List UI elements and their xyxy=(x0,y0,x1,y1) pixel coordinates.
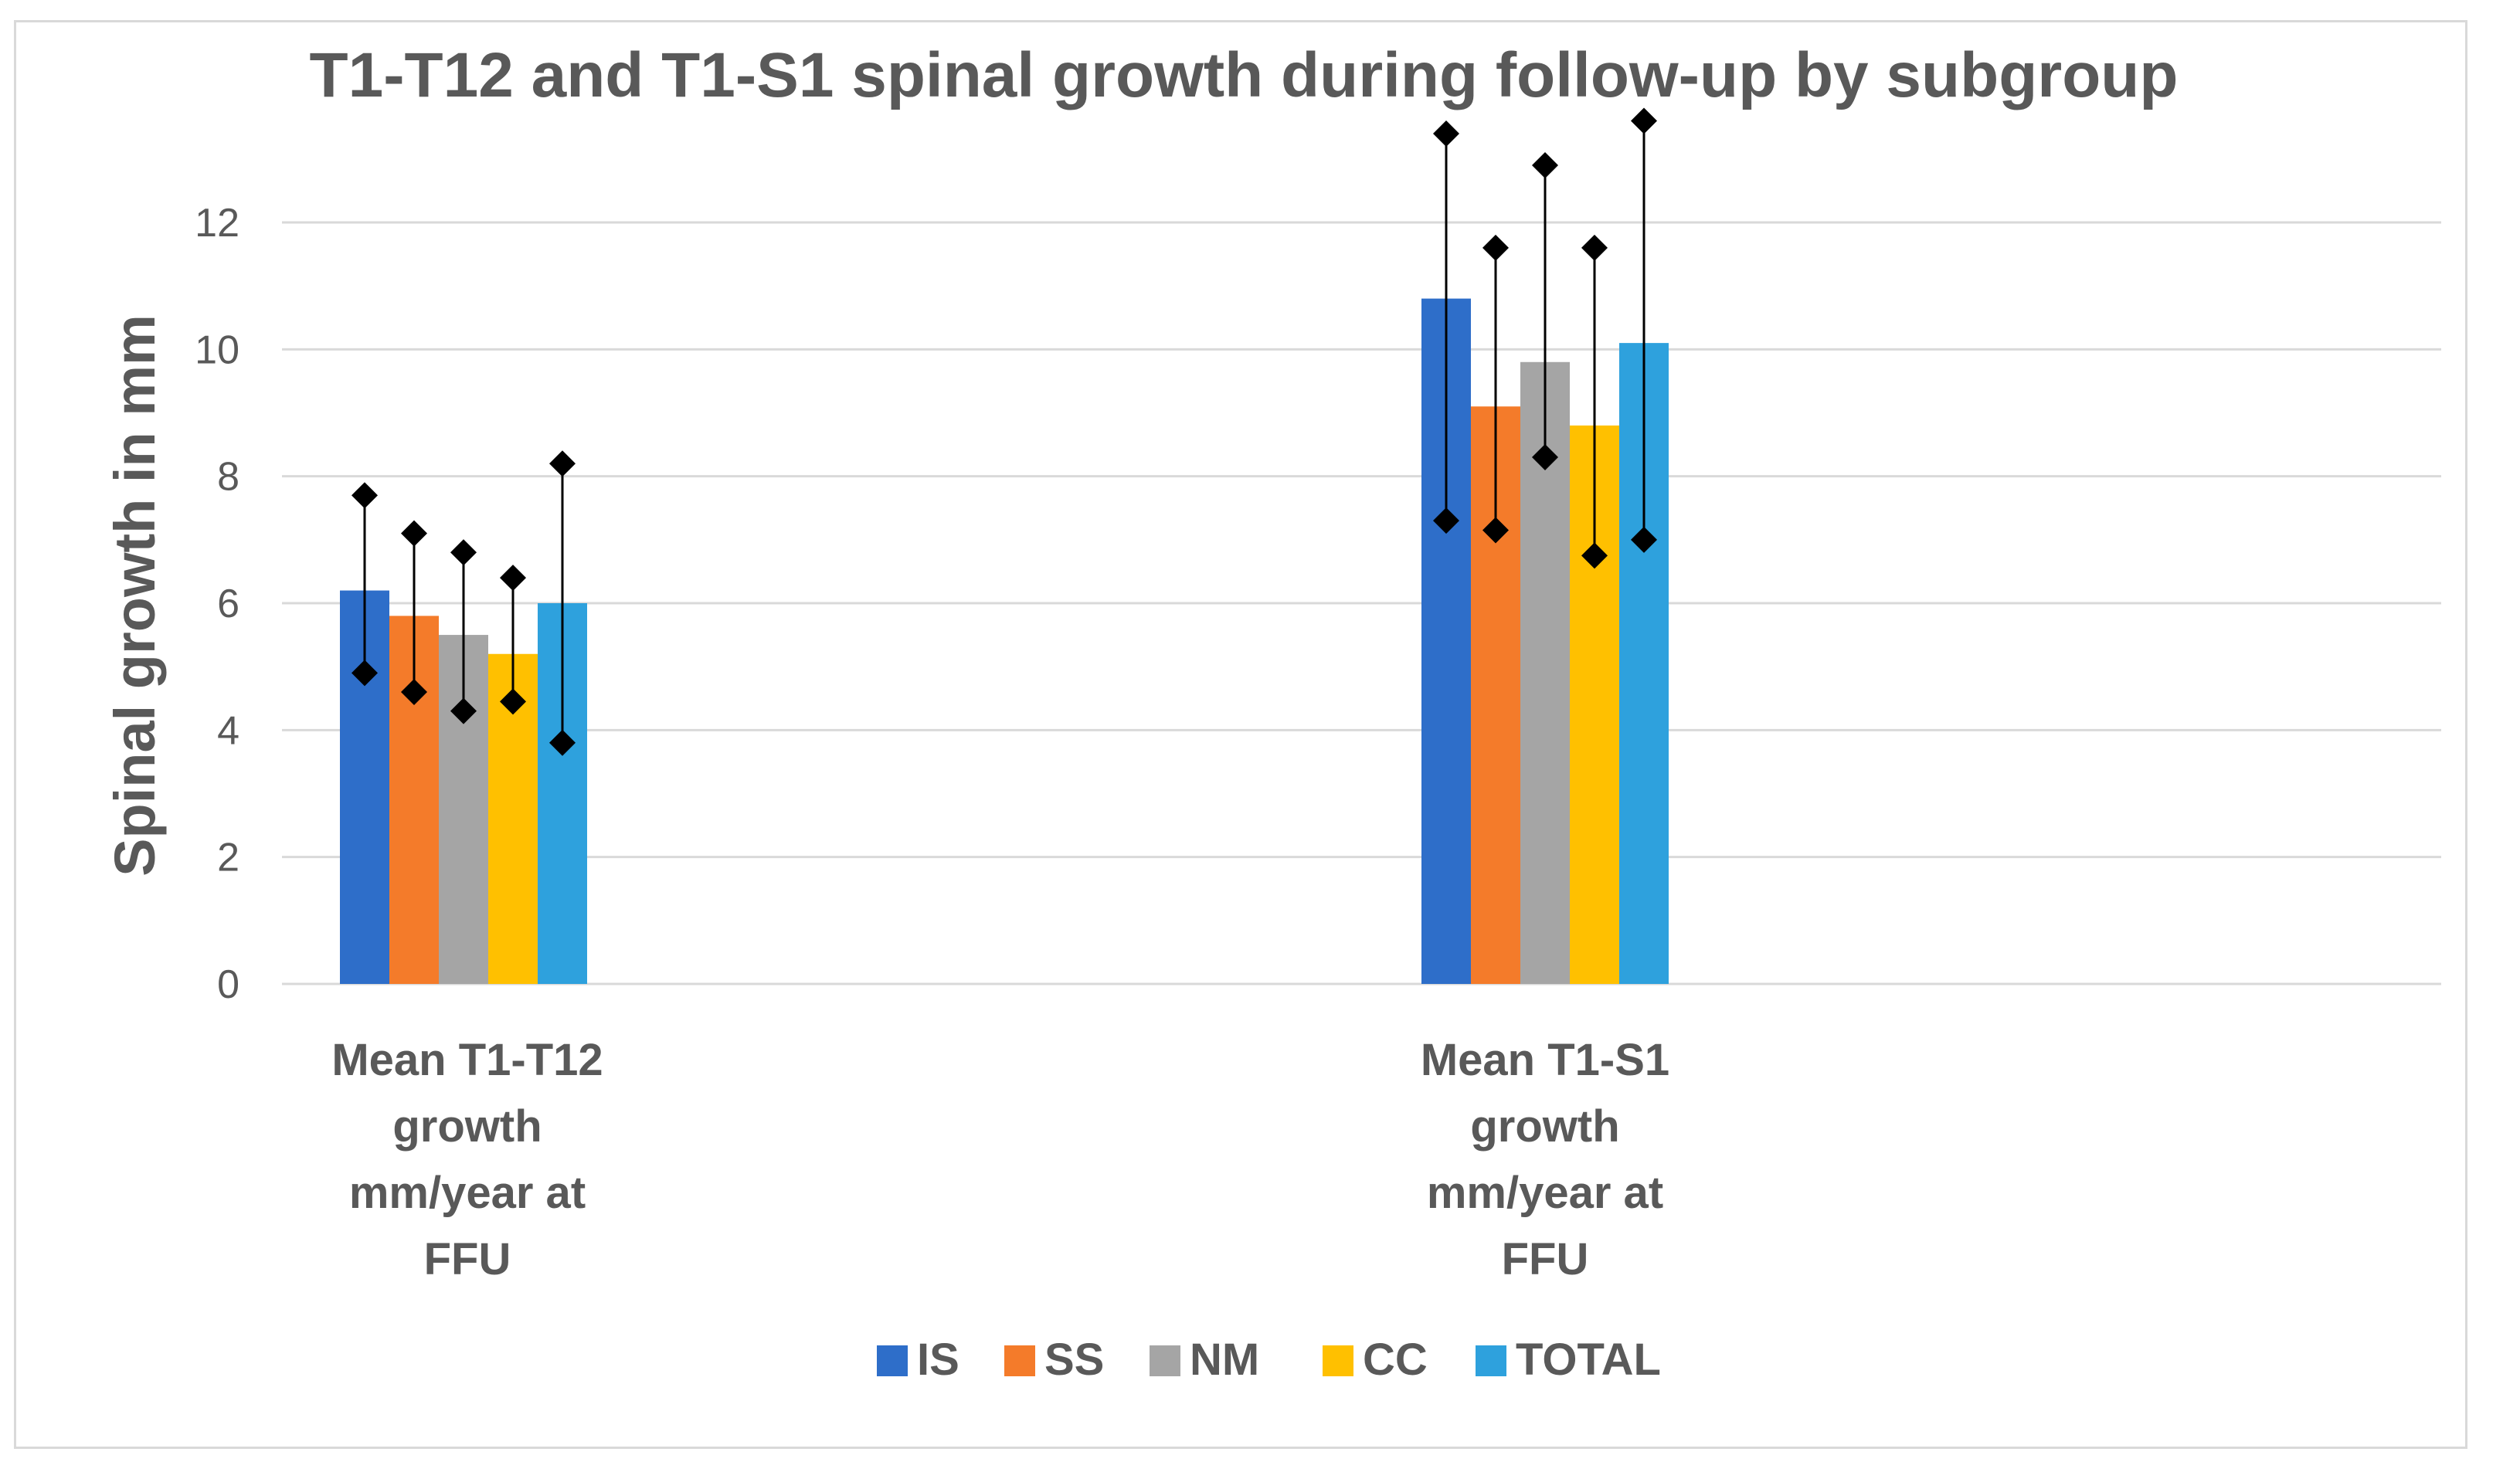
error-marker-low-nm-1 xyxy=(450,697,477,724)
error-bars xyxy=(352,107,1657,756)
legend-label-cc: CC xyxy=(1363,1335,1428,1385)
category-label-2-line-4: FFU xyxy=(1502,1234,1589,1284)
legend: IS SS NM CC TOTAL xyxy=(877,1335,1661,1385)
error-marker-high-is-1 xyxy=(352,482,378,509)
error-marker-high-total-1 xyxy=(549,450,576,477)
error-marker-high-ss-1 xyxy=(401,520,427,547)
error-marker-low-ss-2 xyxy=(1482,517,1509,544)
error-marker-low-total-1 xyxy=(549,729,576,756)
y-tick-6: 6 xyxy=(217,582,239,626)
error-marker-low-total-2 xyxy=(1631,526,1657,553)
category-label-2-line-2: growth xyxy=(1470,1101,1619,1152)
legend-label-nm: NM xyxy=(1190,1335,1259,1385)
error-marker-high-is-2 xyxy=(1433,120,1459,147)
error-marker-high-cc-1 xyxy=(500,565,526,592)
error-marker-low-is-2 xyxy=(1433,507,1459,534)
error-marker-low-ss-1 xyxy=(401,679,427,706)
error-marker-low-cc-1 xyxy=(500,688,526,715)
legend-label-ss: SS xyxy=(1044,1335,1104,1385)
error-marker-high-nm-2 xyxy=(1532,152,1558,179)
legend-swatch-ss xyxy=(1004,1345,1035,1376)
category-label-1-line-2: growth xyxy=(392,1101,542,1152)
category-label-2-line-3: mm/year at xyxy=(1427,1168,1663,1218)
error-marker-high-ss-2 xyxy=(1482,234,1509,261)
error-marker-high-nm-1 xyxy=(450,539,477,566)
error-marker-high-cc-2 xyxy=(1581,234,1608,261)
y-tick-4: 4 xyxy=(217,708,239,753)
legend-swatch-total xyxy=(1476,1345,1506,1376)
chart-title: T1-T12 and T1-S1 spinal growth during fo… xyxy=(310,40,2179,110)
y-tick-labels: 0 2 4 6 8 10 12 xyxy=(195,201,239,1007)
error-marker-low-nm-2 xyxy=(1532,444,1558,471)
y-tick-12: 12 xyxy=(195,201,239,246)
y-axis-label: Spinal growth in mm xyxy=(103,314,167,877)
legend-label-total: TOTAL xyxy=(1516,1335,1661,1385)
y-tick-8: 8 xyxy=(217,455,239,500)
y-tick-2: 2 xyxy=(217,836,239,880)
category-labels: Mean T1-T12 growth mm/year at FFU Mean T1-S1… xyxy=(331,1035,1669,1284)
y-tick-10: 10 xyxy=(195,327,239,372)
legend-swatch-cc xyxy=(1323,1345,1353,1376)
y-tick-0: 0 xyxy=(217,962,239,1007)
category-label-1-line-1: Mean T1-T12 xyxy=(331,1035,603,1085)
legend-swatch-is xyxy=(877,1345,908,1376)
category-label-1-line-4: FFU xyxy=(424,1234,511,1284)
error-marker-low-is-1 xyxy=(352,660,378,687)
bars xyxy=(340,298,1669,985)
error-marker-high-total-2 xyxy=(1631,107,1657,134)
category-label-2-line-1: Mean T1-S1 xyxy=(1421,1035,1669,1085)
error-marker-low-cc-2 xyxy=(1581,542,1608,569)
legend-swatch-nm xyxy=(1150,1345,1180,1376)
legend-label-is: IS xyxy=(917,1335,959,1385)
category-label-1-line-3: mm/year at xyxy=(349,1168,586,1218)
gridlines xyxy=(282,221,2441,985)
